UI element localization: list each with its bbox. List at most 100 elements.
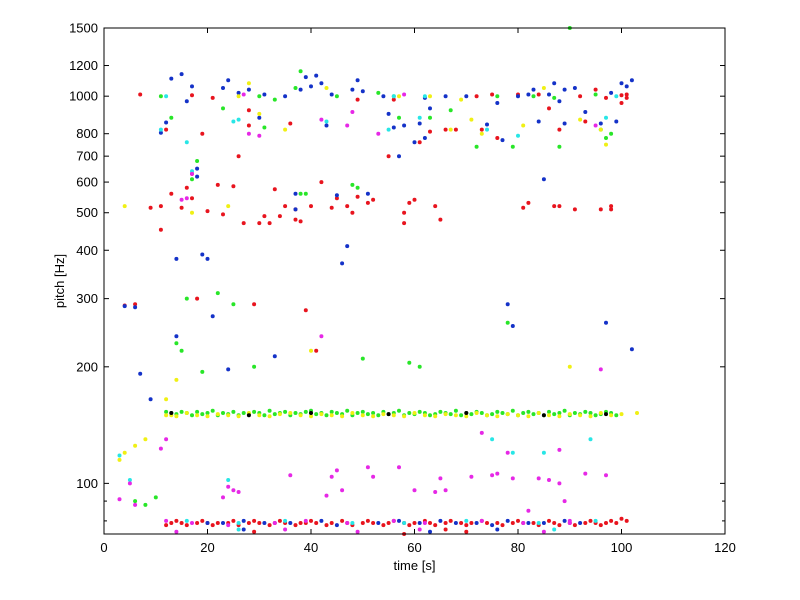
scatter-point-red <box>464 529 469 534</box>
y-tick-label: 800 <box>76 126 98 141</box>
scatter-point-magenta <box>433 490 438 494</box>
scatter-point-green <box>474 144 479 149</box>
scatter-point-blue <box>174 256 179 261</box>
scatter-point-blue <box>138 371 143 376</box>
scatter-point-blue <box>246 87 251 92</box>
scatter-point-red <box>433 523 438 528</box>
scatter-point-red <box>340 518 345 523</box>
scatter-point-magenta <box>562 499 567 504</box>
scatter-point-red <box>485 521 489 525</box>
scatter-point-yellow <box>474 411 479 415</box>
scatter-point-blue <box>122 304 127 309</box>
scatter-point-green <box>210 408 215 413</box>
scatter-point-red <box>262 214 267 219</box>
scatter-point-magenta <box>557 481 562 486</box>
scatter-point-red <box>531 521 536 525</box>
scatter-point-cyan <box>164 94 169 99</box>
scatter-point-blue <box>474 521 479 525</box>
scatter-point-green <box>252 364 257 369</box>
scatter-point-yellow <box>340 414 345 419</box>
scatter-point-red <box>428 129 432 134</box>
scatter-point-cyan <box>604 115 608 120</box>
scatter-point-magenta <box>443 488 448 493</box>
scatter-point-magenta <box>231 488 236 493</box>
scatter-point-green <box>267 408 272 413</box>
scatter-point-yellow <box>117 457 122 462</box>
scatter-point-blue <box>443 94 448 99</box>
scatter-point-blue <box>324 123 329 128</box>
scatter-point-blue <box>417 121 422 126</box>
scatter-point-magenta <box>303 518 308 523</box>
scatter-point-green <box>495 94 500 99</box>
scatter-point-cyan <box>226 478 231 482</box>
scatter-point-red <box>133 302 138 307</box>
scatter-point-red <box>598 207 603 212</box>
scatter-point-yellow <box>521 123 526 128</box>
scatter-point-magenta <box>283 527 288 532</box>
scatter-point-yellow <box>598 411 603 415</box>
scatter-point-magenta <box>521 521 526 525</box>
scatter-point-blue <box>391 125 396 130</box>
scatter-point-magenta <box>319 334 324 339</box>
scatter-point-blue <box>417 521 422 525</box>
scatter-point-yellow <box>541 86 546 90</box>
scatter-point-magenta <box>376 131 381 136</box>
scatter-point-yellow <box>464 414 469 419</box>
scatter-point-red <box>433 204 438 209</box>
scatter-point-blue <box>609 90 614 95</box>
scatter-point-blue <box>495 101 500 105</box>
scatter-point-cyan <box>117 453 122 458</box>
scatter-point-blue <box>345 244 350 249</box>
scatter-point-blue <box>298 87 303 92</box>
scatter-point-blue <box>257 115 262 120</box>
scatter-point-yellow <box>309 414 313 419</box>
scatter-point-blue <box>583 110 588 114</box>
scatter-point-yellow <box>267 414 272 419</box>
scatter-point-blue <box>598 121 603 126</box>
scatter-point-red <box>350 210 355 215</box>
scatter-point-yellow <box>257 111 262 116</box>
scatter-point-green <box>448 108 453 113</box>
scatter-point-red <box>381 523 386 528</box>
scatter-point-green <box>371 411 376 415</box>
scatter-point-blue <box>293 191 298 196</box>
scatter-point-red <box>205 209 210 214</box>
scatter-point-blue <box>236 90 241 95</box>
scatter-point-blue <box>485 122 489 127</box>
scatter-point-red <box>277 518 282 523</box>
scatter-point-cyan <box>184 140 189 145</box>
scatter-point-red <box>334 196 339 201</box>
scatter-point-red <box>319 180 324 185</box>
scatter-point-blue <box>422 136 427 140</box>
x-tick-label: 60 <box>407 540 421 555</box>
scatter-point-magenta <box>329 474 334 479</box>
scatter-point-red <box>624 92 629 97</box>
scatter-point-magenta <box>598 367 603 372</box>
scatter-point-magenta <box>422 521 427 525</box>
scatter-point-red <box>267 221 272 226</box>
scatter-point-cyan <box>464 518 469 523</box>
scatter-point-green <box>298 69 303 74</box>
scatter-point-green <box>526 409 531 414</box>
y-tick-label: 300 <box>76 291 98 306</box>
scatter-point-yellow <box>371 414 376 419</box>
scatter-point-blue <box>241 527 246 532</box>
scatter-point-yellow <box>195 413 200 418</box>
scatter-point-red <box>252 518 257 523</box>
scatter-point-yellow <box>360 413 365 418</box>
scatter-point-red <box>314 348 319 353</box>
scatter-point-blue <box>490 523 495 528</box>
scatter-point-blue <box>293 207 298 212</box>
scatter-point-blue <box>272 354 277 359</box>
scatter-point-red <box>402 221 407 226</box>
scatter-point-yellow <box>329 413 334 418</box>
scatter-point-magenta <box>190 521 194 525</box>
scatter-point-magenta <box>547 478 551 482</box>
scatter-point-cyan <box>236 521 241 525</box>
scatter-point-red <box>536 92 541 97</box>
scatter-point-red <box>619 93 624 98</box>
x-tick-label: 20 <box>200 540 214 555</box>
scatter-point-red <box>252 529 257 534</box>
scatter-point-magenta <box>179 197 184 202</box>
scatter-point-cyan <box>593 518 598 523</box>
